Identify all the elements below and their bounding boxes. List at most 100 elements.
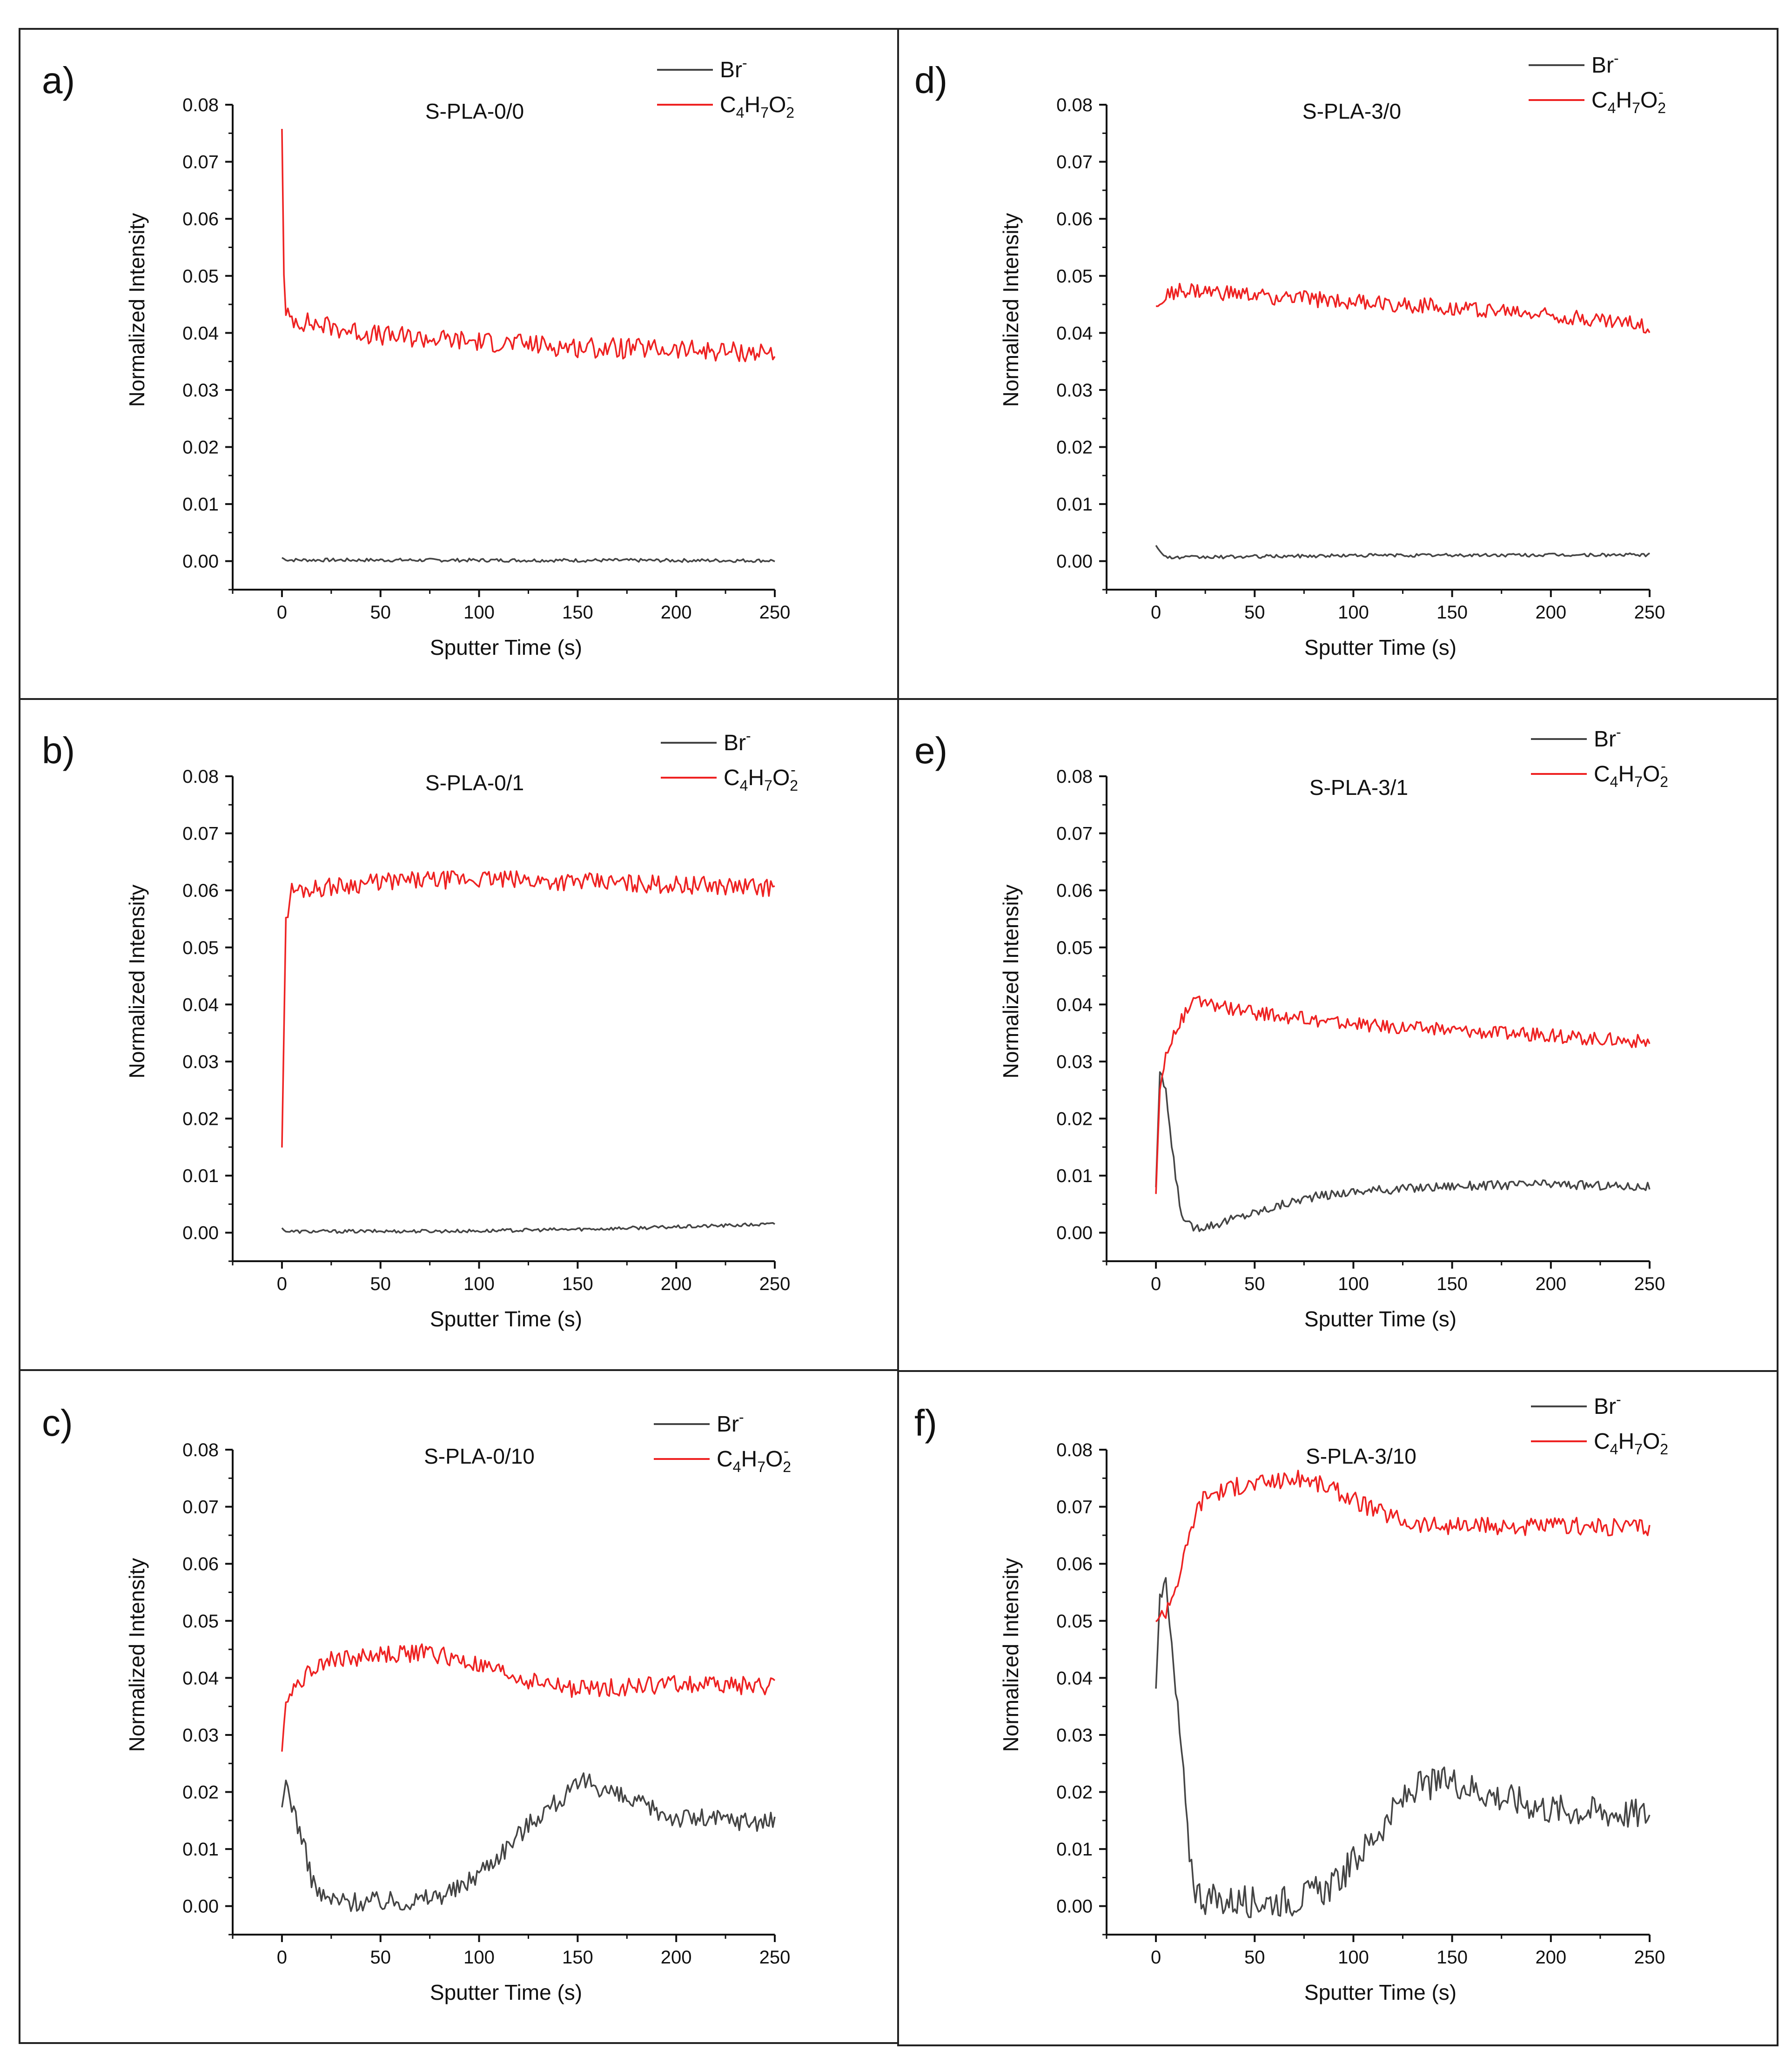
- y-tick-label: 0.01: [1056, 494, 1093, 515]
- chart-panel: 0.00 0.01 0.02 0.03 0.04 0.05 0.06 0.07 0.08 0 50 1…: [42, 1402, 791, 2004]
- y-tick-label: 0.05: [1056, 1611, 1093, 1632]
- x-tick-label: 50: [1244, 602, 1265, 623]
- y-tick-label: 0.01: [1056, 1839, 1093, 1860]
- y-tick-label: 0.08: [182, 766, 219, 787]
- x-tick-label: 50: [370, 602, 391, 623]
- x-tick-label: 200: [661, 1274, 692, 1294]
- x-tick-label: 150: [1436, 602, 1468, 623]
- x-tick-label: 0: [277, 1947, 287, 1968]
- x-axis-label: Sputter Time (s): [430, 1980, 582, 2004]
- legend: Br-C4H7O2-: [654, 1409, 791, 1475]
- x-tick-label: 50: [1244, 1274, 1265, 1294]
- panel-label: a): [42, 60, 75, 101]
- x-tick-label: 150: [562, 1274, 593, 1294]
- legend-label: C4H7O2-: [720, 88, 794, 121]
- x-tick-label: 0: [1151, 1274, 1161, 1294]
- y-tick-label: 0.01: [182, 494, 219, 515]
- x-tick-label: 200: [661, 602, 692, 623]
- x-tick-label: 100: [1338, 602, 1369, 623]
- legend-label: C4H7O2-: [724, 761, 798, 794]
- y-tick-label: 0.06: [182, 1554, 219, 1574]
- y-tick-label: 0.06: [1056, 1554, 1093, 1574]
- chart-title: S-PLA-3/10: [1306, 1444, 1416, 1468]
- y-tick-label: 0.05: [182, 266, 219, 287]
- chart-panel: 0.00 0.01 0.02 0.03 0.04 0.05 0.06 0.07 0.08 0 50 1…: [914, 1391, 1668, 2004]
- legend: Br- C4H7O2-: [1531, 724, 1668, 790]
- panel-label: d): [914, 60, 947, 101]
- panel-label: e): [914, 730, 947, 771]
- y-tick-label: 0.03: [182, 1725, 219, 1746]
- series-line-br: [1155, 545, 1650, 560]
- series-line-br: [282, 557, 775, 563]
- x-tick-label: 100: [1338, 1274, 1369, 1294]
- x-tick-label: 100: [463, 1274, 495, 1294]
- y-axis-label: Normalized Intensity: [999, 213, 1023, 407]
- y-tick-label: 0.00: [182, 1896, 219, 1917]
- legend: Br-C4H7O2-: [657, 54, 794, 121]
- y-tick-label: 0.02: [1056, 437, 1093, 458]
- series-line-c4h7o2: [1155, 1470, 1651, 1622]
- chart-title: S-PLA-3/0: [1302, 99, 1401, 123]
- y-tick-label: 0.02: [182, 437, 219, 458]
- x-tick-label: 250: [1634, 1274, 1665, 1294]
- y-tick-label: 0.08: [1056, 1440, 1093, 1460]
- y-axis-label: Normalized Intensity: [125, 213, 149, 407]
- x-tick-label: 200: [1535, 602, 1566, 623]
- x-tick-label: 50: [370, 1947, 391, 1968]
- x-tick-label: 50: [370, 1274, 391, 1294]
- y-tick-label: 0.01: [1056, 1166, 1093, 1186]
- panel-frames: [19, 28, 1779, 2046]
- x-tick-label: 250: [1634, 602, 1665, 623]
- series-line-c4h7o2: [281, 128, 776, 363]
- y-tick-label: 0.08: [182, 95, 219, 115]
- x-tick-label: 100: [1338, 1947, 1369, 1968]
- y-tick-label: 0.01: [182, 1166, 219, 1186]
- x-tick-label: 0: [277, 602, 287, 623]
- panel-label: c): [42, 1402, 73, 1444]
- legend-label: Br-: [1594, 724, 1621, 752]
- legend: Br-C4H7O2-: [1529, 50, 1666, 116]
- series-line-c4h7o2: [281, 1643, 776, 1752]
- series-line-br: [1155, 1071, 1651, 1232]
- x-tick-label: 150: [562, 602, 593, 623]
- x-axis-label: Sputter Time (s): [1304, 1307, 1456, 1331]
- y-tick-label: 0.04: [182, 323, 219, 343]
- y-tick-label: 0.00: [1056, 1896, 1093, 1917]
- y-tick-label: 0.05: [1056, 266, 1093, 287]
- x-tick-label: 150: [1436, 1274, 1468, 1294]
- y-tick-label: 0.08: [1056, 95, 1093, 115]
- y-tick-label: 0.06: [182, 209, 219, 229]
- x-tick-label: 150: [562, 1947, 593, 1968]
- series-line-c4h7o2: [1156, 282, 1651, 334]
- legend-label: C4H7O2-: [1594, 1425, 1668, 1458]
- x-tick-label: 50: [1244, 1947, 1265, 1968]
- y-tick-label: 0.02: [1056, 1782, 1093, 1803]
- x-tick-label: 0: [277, 1274, 287, 1294]
- chart-title: S-PLA-0/10: [424, 1444, 535, 1468]
- x-tick-label: 100: [463, 1947, 495, 1968]
- y-tick-label: 0.07: [1056, 152, 1093, 173]
- x-tick-label: 250: [759, 602, 791, 623]
- legend-label: C4H7O2-: [1594, 758, 1668, 790]
- chart-title: S-PLA-3/1: [1309, 775, 1408, 800]
- x-tick-label: 100: [463, 602, 495, 623]
- y-tick-label: 0.00: [1056, 1223, 1093, 1244]
- legend-label: C4H7O2-: [717, 1443, 791, 1475]
- chart-panel: 0.00 0.01 0.02 0.03 0.04 0.05 0.06 0.07 0.08 0 50 1…: [42, 54, 794, 659]
- y-axis-label: Normalized Intensity: [125, 1558, 149, 1752]
- series-line-br: [1155, 1577, 1651, 1918]
- y-tick-label: 0.03: [1056, 1725, 1093, 1746]
- y-tick-label: 0.04: [182, 995, 219, 1015]
- y-tick-label: 0.00: [182, 1223, 219, 1244]
- series-line-c4h7o2: [1155, 995, 1651, 1194]
- y-tick-label: 0.00: [182, 551, 219, 572]
- y-tick-label: 0.03: [1056, 1052, 1093, 1072]
- x-tick-label: 250: [1634, 1947, 1665, 1968]
- x-tick-label: 200: [1535, 1274, 1566, 1294]
- legend: Br-C4H7O2-: [1531, 1391, 1668, 1458]
- chart-panel: 0.00 0.01 0.02 0.03 0.04 0.05 0.06 0.07 0.08 0 50 1…: [914, 724, 1668, 1331]
- y-tick-label: 0.03: [182, 380, 219, 401]
- chart-panel: 0.00 0.01 0.02 0.03 0.04 0.05 0.06 0.07 0.08 0 50 1…: [914, 50, 1666, 659]
- x-tick-label: 200: [1535, 1947, 1566, 1968]
